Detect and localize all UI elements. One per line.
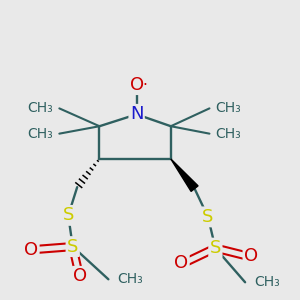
Text: N: N xyxy=(130,105,143,123)
Text: S: S xyxy=(67,238,78,256)
Text: CH₃: CH₃ xyxy=(117,272,143,286)
Text: S: S xyxy=(210,239,221,257)
Text: O: O xyxy=(130,76,144,94)
Text: CH₃: CH₃ xyxy=(215,127,241,141)
Polygon shape xyxy=(171,159,198,191)
Text: S: S xyxy=(63,206,74,224)
Text: ·: · xyxy=(142,78,147,93)
Text: S: S xyxy=(202,208,214,226)
Text: CH₃: CH₃ xyxy=(28,101,53,116)
Text: CH₃: CH₃ xyxy=(28,127,53,141)
Text: O: O xyxy=(73,267,87,285)
Text: O: O xyxy=(174,254,188,272)
Text: O: O xyxy=(244,247,258,265)
Text: CH₃: CH₃ xyxy=(254,275,280,289)
Text: CH₃: CH₃ xyxy=(215,101,241,116)
Text: O: O xyxy=(24,241,38,259)
